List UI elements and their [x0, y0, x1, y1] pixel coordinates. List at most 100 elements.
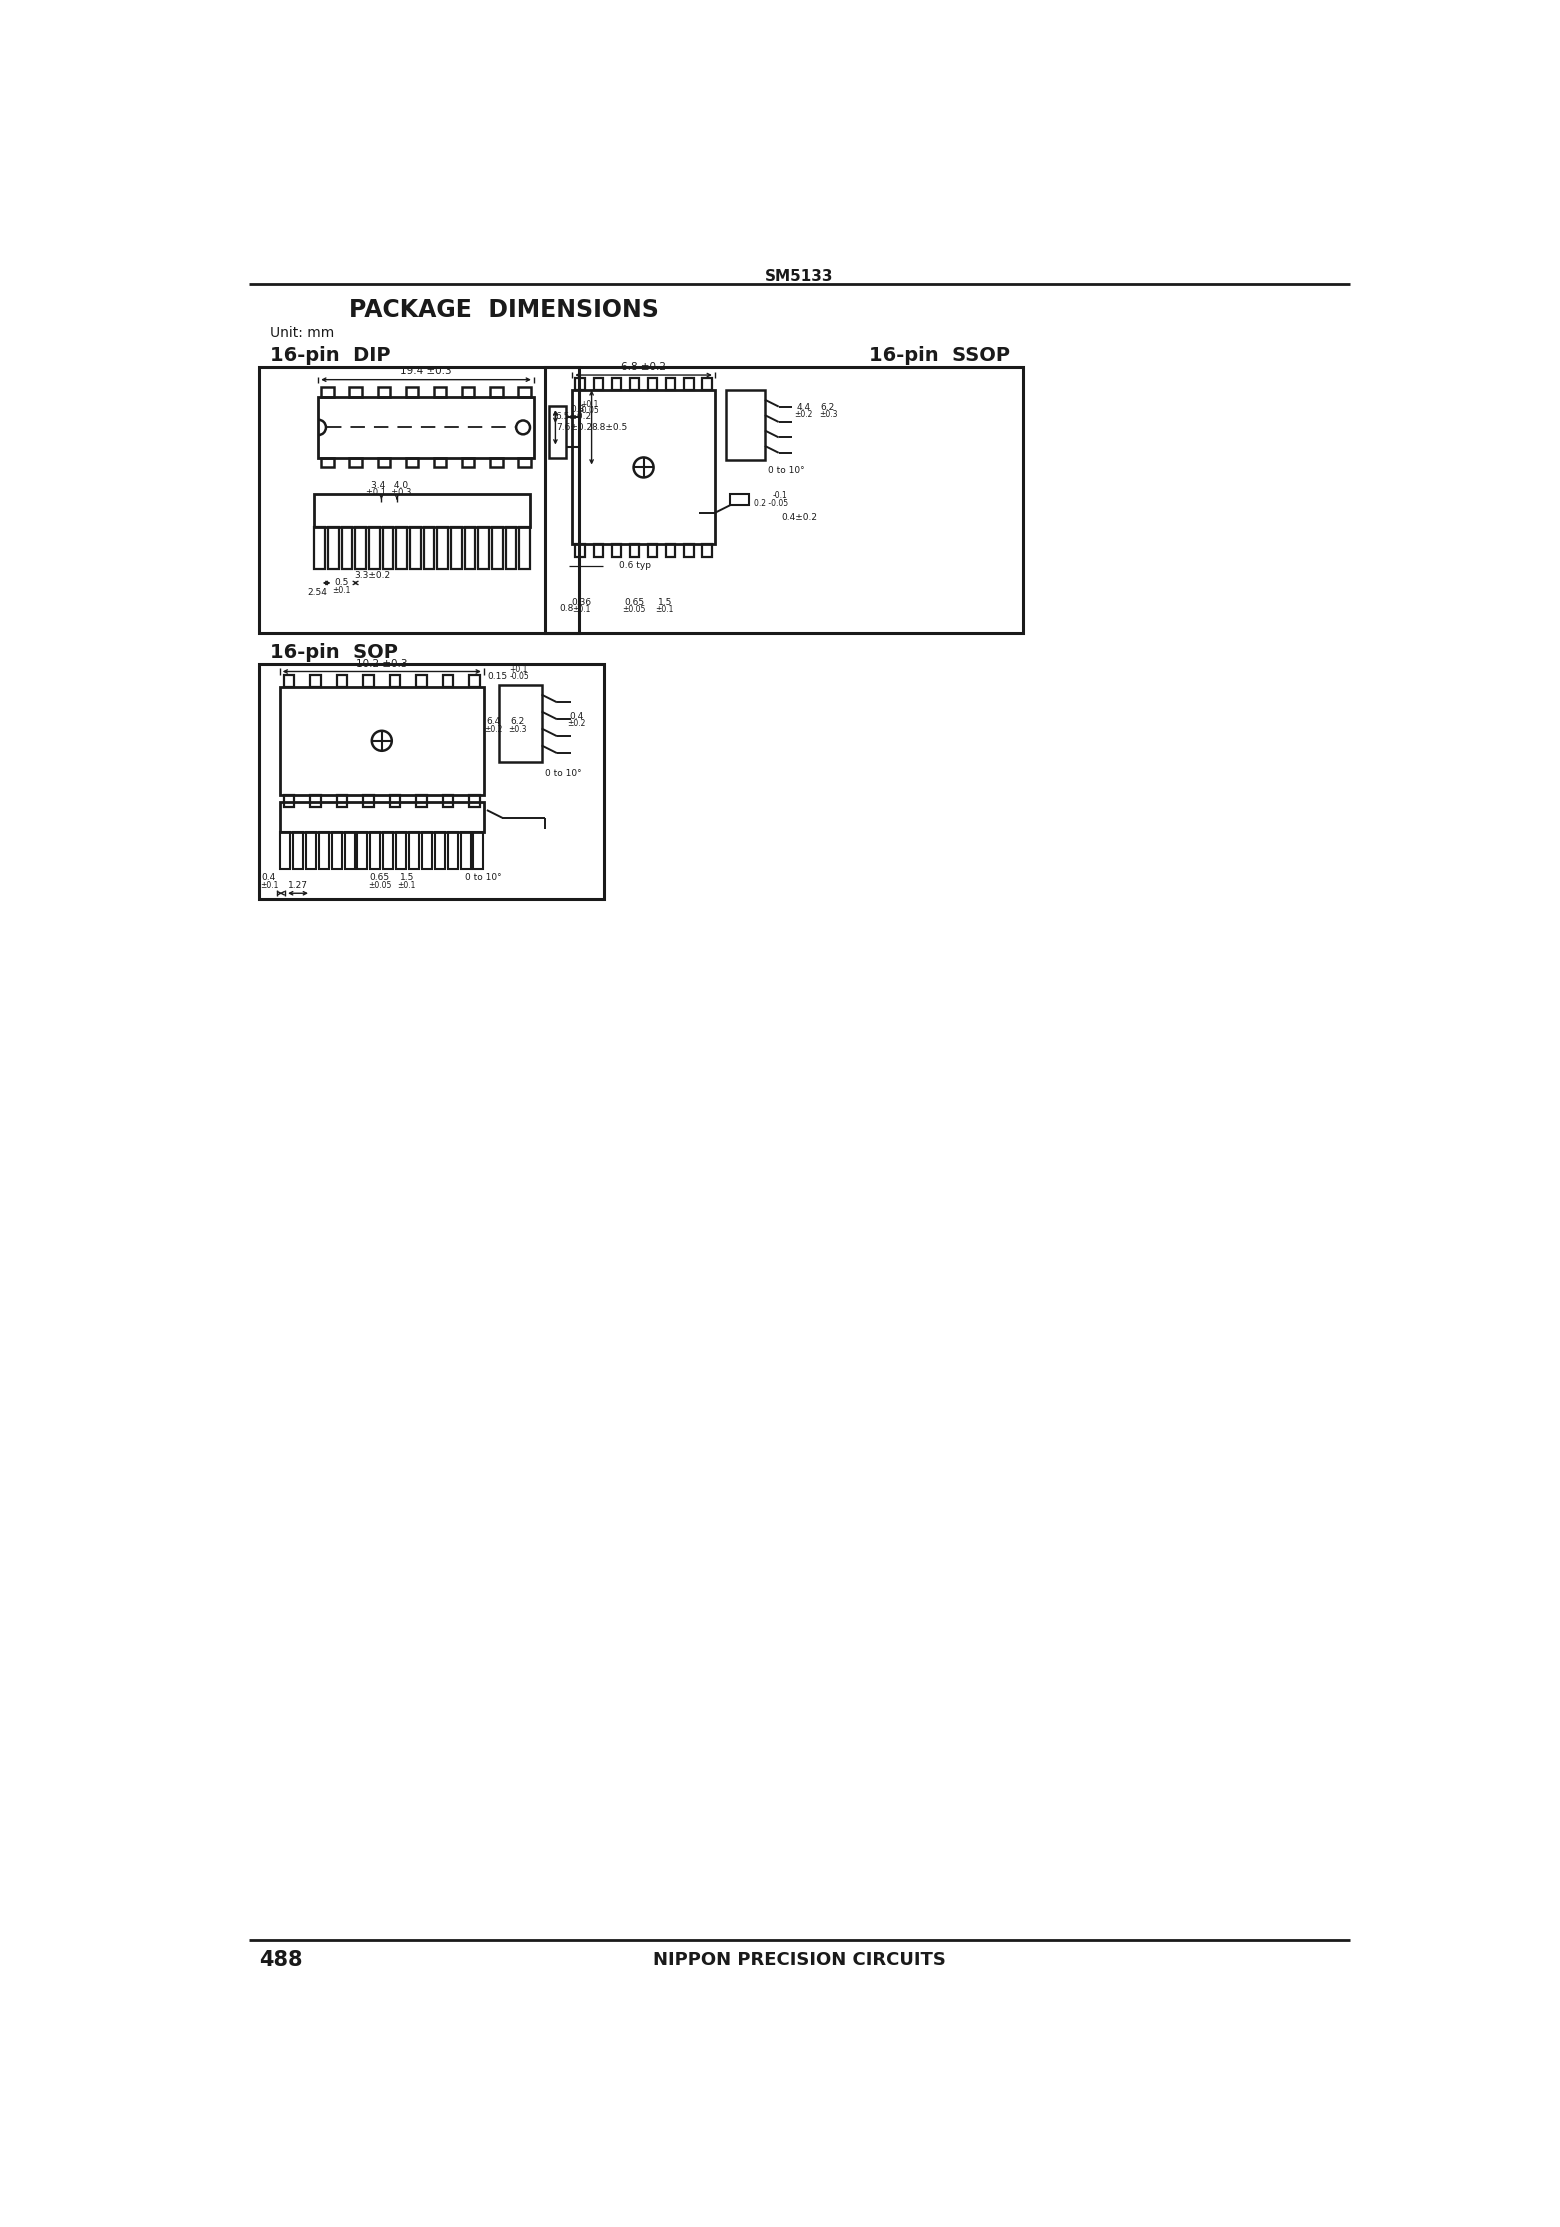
- Text: 0.65: 0.65: [624, 597, 644, 606]
- Bar: [702, 543, 711, 557]
- Text: 0.4: 0.4: [569, 713, 583, 722]
- Bar: [573, 390, 714, 543]
- Bar: [310, 675, 321, 686]
- Bar: [473, 831, 484, 869]
- Bar: [490, 387, 502, 396]
- Bar: [462, 459, 474, 468]
- Text: 0 to 10°: 0 to 10°: [465, 873, 502, 882]
- Bar: [284, 675, 295, 686]
- Bar: [593, 379, 602, 390]
- Bar: [363, 795, 374, 806]
- Text: ±0.2: ±0.2: [566, 719, 585, 728]
- Bar: [593, 543, 602, 557]
- Bar: [647, 379, 657, 390]
- Text: 0.4±0.2: 0.4±0.2: [782, 512, 817, 521]
- Bar: [306, 831, 317, 869]
- Text: 6.8 ±0.2: 6.8 ±0.2: [621, 363, 666, 372]
- Bar: [630, 543, 640, 557]
- Text: 16-pin  SSOP: 16-pin SSOP: [869, 345, 1009, 365]
- Bar: [546, 367, 1023, 632]
- Text: 0.2 -0.05: 0.2 -0.05: [753, 499, 788, 508]
- Bar: [443, 795, 454, 806]
- Bar: [315, 528, 324, 570]
- Bar: [424, 528, 434, 570]
- Bar: [349, 459, 362, 468]
- Bar: [410, 528, 421, 570]
- Text: 16-pin  SOP: 16-pin SOP: [270, 644, 398, 661]
- Text: 0.4: 0.4: [262, 873, 276, 882]
- Bar: [284, 795, 295, 806]
- Text: 0.6 typ: 0.6 typ: [619, 561, 651, 570]
- Text: 1.5: 1.5: [399, 873, 413, 882]
- Text: 4.4: 4.4: [796, 403, 810, 412]
- Text: -0.05: -0.05: [580, 405, 599, 414]
- Bar: [318, 831, 329, 869]
- Bar: [345, 831, 354, 869]
- Text: ±0.1: ±0.1: [573, 606, 591, 615]
- Bar: [378, 459, 390, 468]
- Bar: [448, 831, 457, 869]
- Text: 488: 488: [259, 1949, 303, 1969]
- Bar: [342, 528, 353, 570]
- Bar: [421, 831, 432, 869]
- Text: ±0.1: ±0.1: [332, 586, 351, 595]
- Text: 7.6±0.2: 7.6±0.2: [555, 423, 591, 432]
- Text: ±0.3: ±0.3: [509, 724, 527, 733]
- Bar: [279, 802, 484, 831]
- Text: ±0.1: ±0.1: [261, 882, 278, 891]
- Bar: [612, 543, 621, 557]
- Bar: [337, 675, 348, 686]
- Bar: [443, 675, 454, 686]
- Bar: [685, 379, 694, 390]
- Bar: [518, 387, 530, 396]
- Text: 19.4 ±0.3: 19.4 ±0.3: [401, 365, 452, 376]
- Bar: [337, 795, 348, 806]
- Bar: [462, 387, 474, 396]
- Text: ±0.1  ±0.3: ±0.1 ±0.3: [367, 488, 412, 497]
- Bar: [666, 543, 675, 557]
- Text: ±0.05: ±0.05: [368, 882, 392, 891]
- Bar: [332, 831, 342, 869]
- Text: 6.5±0.2: 6.5±0.2: [555, 412, 591, 421]
- Text: 6.2: 6.2: [510, 717, 524, 726]
- Bar: [328, 528, 339, 570]
- Text: 0 to 10°: 0 to 10°: [544, 768, 582, 777]
- Text: 1.5: 1.5: [658, 597, 672, 606]
- Bar: [310, 795, 321, 806]
- Text: 10.2 ±0.3: 10.2 ±0.3: [356, 659, 407, 668]
- Text: 0.8: 0.8: [558, 604, 574, 612]
- Bar: [321, 459, 334, 468]
- Text: 6.4: 6.4: [485, 717, 501, 726]
- Bar: [499, 686, 541, 762]
- Bar: [382, 528, 393, 570]
- Bar: [727, 390, 764, 459]
- Bar: [417, 675, 427, 686]
- Bar: [460, 831, 471, 869]
- Bar: [630, 379, 640, 390]
- Bar: [406, 387, 418, 396]
- Bar: [409, 831, 420, 869]
- Text: -0.1: -0.1: [772, 492, 788, 501]
- Text: 0.5: 0.5: [334, 579, 348, 588]
- Bar: [281, 831, 290, 869]
- Bar: [356, 528, 367, 570]
- Text: ±0.2: ±0.2: [794, 410, 813, 419]
- Text: -0.05: -0.05: [509, 673, 529, 681]
- Bar: [685, 543, 694, 557]
- Bar: [259, 367, 579, 632]
- Bar: [505, 528, 516, 570]
- Text: 0.36: 0.36: [571, 597, 591, 606]
- Bar: [437, 528, 448, 570]
- Bar: [396, 528, 407, 570]
- Text: 0.65: 0.65: [370, 873, 390, 882]
- Bar: [396, 831, 406, 869]
- Bar: [370, 831, 381, 869]
- Bar: [406, 459, 418, 468]
- Bar: [435, 831, 445, 869]
- Text: 3.4   4.0: 3.4 4.0: [371, 481, 407, 490]
- Bar: [491, 528, 502, 570]
- Bar: [451, 528, 462, 570]
- Bar: [318, 396, 534, 459]
- Bar: [518, 459, 530, 468]
- Text: ±0.1: ±0.1: [655, 606, 674, 615]
